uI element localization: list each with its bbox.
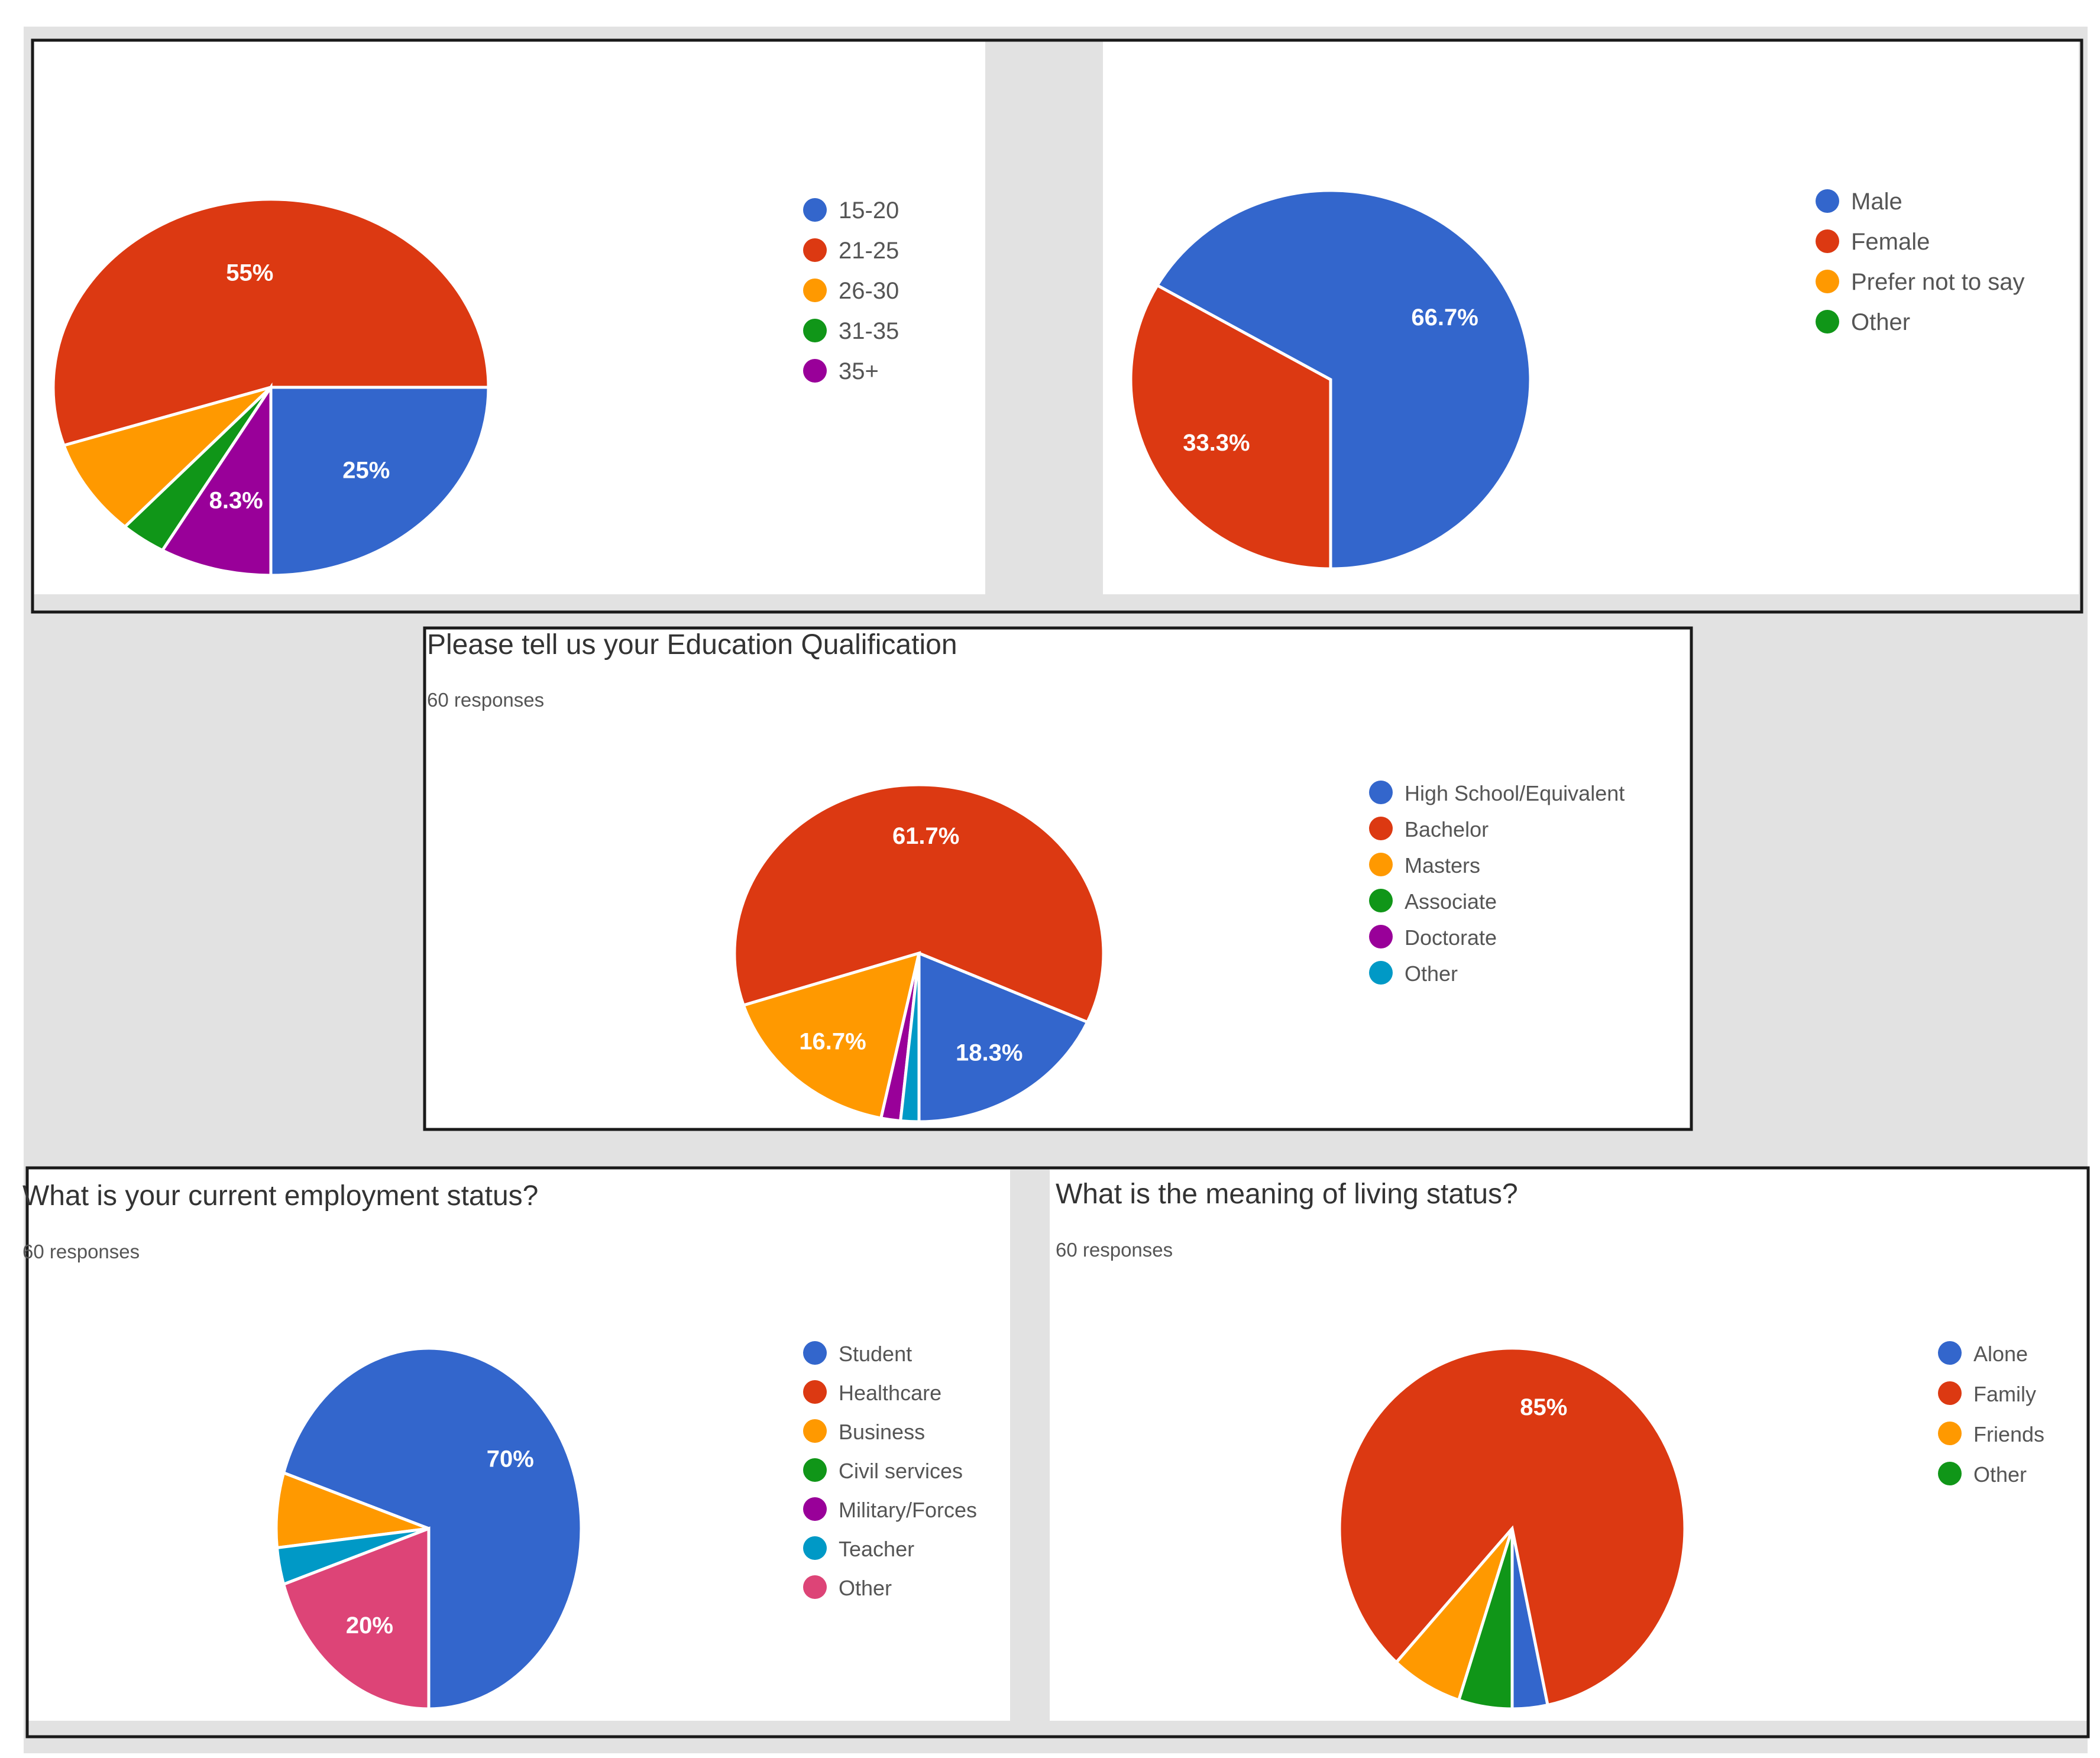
legend-swatch [1369, 781, 1393, 804]
legend-label: 21-25 [839, 238, 899, 264]
legend-swatch [803, 1380, 827, 1404]
legend-swatch [803, 359, 827, 383]
pie-chart-5: 85% Alone Family Friends Other [1338, 1341, 2044, 1711]
legend-swatch [1938, 1341, 1962, 1365]
slice-label: 20% [346, 1613, 393, 1639]
legend-label: Family [1973, 1382, 2036, 1406]
slice-label: 85% [1520, 1394, 1567, 1420]
pie-slice-high-school-equivalent [917, 951, 1090, 1124]
pie-slice-bachelor [733, 783, 1105, 1024]
legend-label: Business [839, 1420, 925, 1444]
legend-swatch [803, 1341, 827, 1365]
pie-slice-female [1129, 283, 1332, 571]
legend-swatch [803, 1575, 827, 1599]
pie-slice-other [281, 1526, 431, 1711]
legend-swatch [1369, 961, 1393, 985]
slice-label: 18.3% [956, 1040, 1023, 1066]
slice-label: 61.7% [892, 823, 959, 849]
legend-label: Prefer not to say [1851, 269, 2024, 295]
legend-label: Other [839, 1576, 892, 1600]
legend-label: Civil services [839, 1459, 963, 1483]
slice-label: 70% [487, 1446, 534, 1472]
employment-title: What is your current employment status? [22, 1180, 538, 1212]
legend-label: Friends [1973, 1422, 2044, 1446]
living-responses: 60 responses [1056, 1239, 1173, 1261]
pie-chart-1: 25% 55% 8.3% 15-20 21-25 26-30 31-35 35+ [51, 198, 899, 577]
legend-swatch [1816, 189, 1839, 213]
pie-charts: 25% 55% 8.3% 15-20 21-25 26-30 31-35 35+ 66.7% 33… [51, 189, 2044, 1711]
pie-slice-26-30 [62, 386, 272, 529]
education-title: Please tell us your Education Qualificat… [427, 629, 957, 661]
bottom-frame [25, 1166, 2090, 1738]
slice-label: 25% [342, 457, 390, 483]
pie-slice-21-25 [51, 198, 490, 448]
pie-slice-student [281, 1346, 583, 1711]
legend-swatch [1816, 229, 1839, 253]
legend-label: Military/Forces [839, 1498, 977, 1522]
pie-slice-masters [742, 951, 921, 1120]
pie-chart-3: 18.3% 61.7% 16.7% High School/Equivalent Bac… [733, 781, 1625, 1124]
pie-chart-4: 70% 20% Student Healthcare Business Civil ser… [274, 1341, 977, 1711]
legend-swatch [1816, 270, 1839, 293]
legend-label: Other [1405, 961, 1458, 986]
education-responses: 60 responses [427, 689, 544, 711]
pie-slice-35- [160, 382, 273, 577]
pie-chart-2: 66.7% 33.3% Male Female Prefer not to say Oth… [1129, 189, 2024, 571]
legend-label: Associate [1405, 889, 1497, 914]
legend-label: Healthcare [839, 1381, 941, 1405]
legend-swatch [803, 1536, 827, 1560]
pie-slice-other [1457, 1528, 1514, 1711]
legend-swatch [803, 279, 827, 302]
slice-label: 16.7% [799, 1028, 866, 1054]
employment-responses: 60 responses [22, 1241, 140, 1262]
legend-label: Student [839, 1342, 912, 1366]
pie-slice-family [1338, 1346, 1687, 1707]
legend-swatch [803, 1497, 827, 1521]
legend-label: High School/Equivalent [1405, 781, 1625, 805]
legend-label: Female [1851, 229, 1930, 255]
pie-slice-15-20 [269, 386, 490, 577]
legend-label: 15-20 [839, 198, 899, 224]
slice-label: 8.3% [209, 487, 263, 513]
legend-label: Other [1851, 309, 1910, 335]
legend-swatch [1369, 925, 1393, 948]
legend-label: 31-35 [839, 318, 899, 344]
legend-swatch [1369, 817, 1393, 840]
slice-label: 66.7% [1411, 305, 1478, 331]
slice-label: 55% [226, 260, 273, 286]
legend-swatch [803, 1419, 827, 1443]
legend-label: Doctorate [1405, 925, 1497, 950]
legend-swatch [1369, 889, 1393, 912]
legend-label: 26-30 [839, 278, 899, 304]
pie-slice-male [1155, 189, 1532, 571]
legend-swatch [803, 319, 827, 342]
legend-swatch [803, 238, 827, 262]
legend-swatch [1938, 1381, 1962, 1405]
legend-label: Male [1851, 189, 1902, 215]
legend-swatch [803, 198, 827, 222]
legend-label: Masters [1405, 853, 1480, 878]
legend-swatch [1938, 1422, 1962, 1445]
slice-label: 33.3% [1183, 430, 1250, 456]
middle-frame [423, 626, 1693, 1131]
legend-label: Bachelor [1405, 817, 1489, 841]
legend-label: Teacher [839, 1537, 914, 1561]
legend-swatch [803, 1458, 827, 1482]
legend-label: Alone [1973, 1342, 2028, 1366]
top-frame [31, 38, 2083, 614]
legend-swatch [1369, 853, 1393, 876]
legend-swatch [1938, 1462, 1962, 1485]
pie-slice-other [898, 953, 921, 1124]
legend-swatch [1816, 310, 1839, 334]
living-title: What is the meaning of living status? [1056, 1179, 1518, 1210]
legend-label: Other [1973, 1462, 2027, 1487]
legend-label: 35+ [839, 358, 879, 384]
